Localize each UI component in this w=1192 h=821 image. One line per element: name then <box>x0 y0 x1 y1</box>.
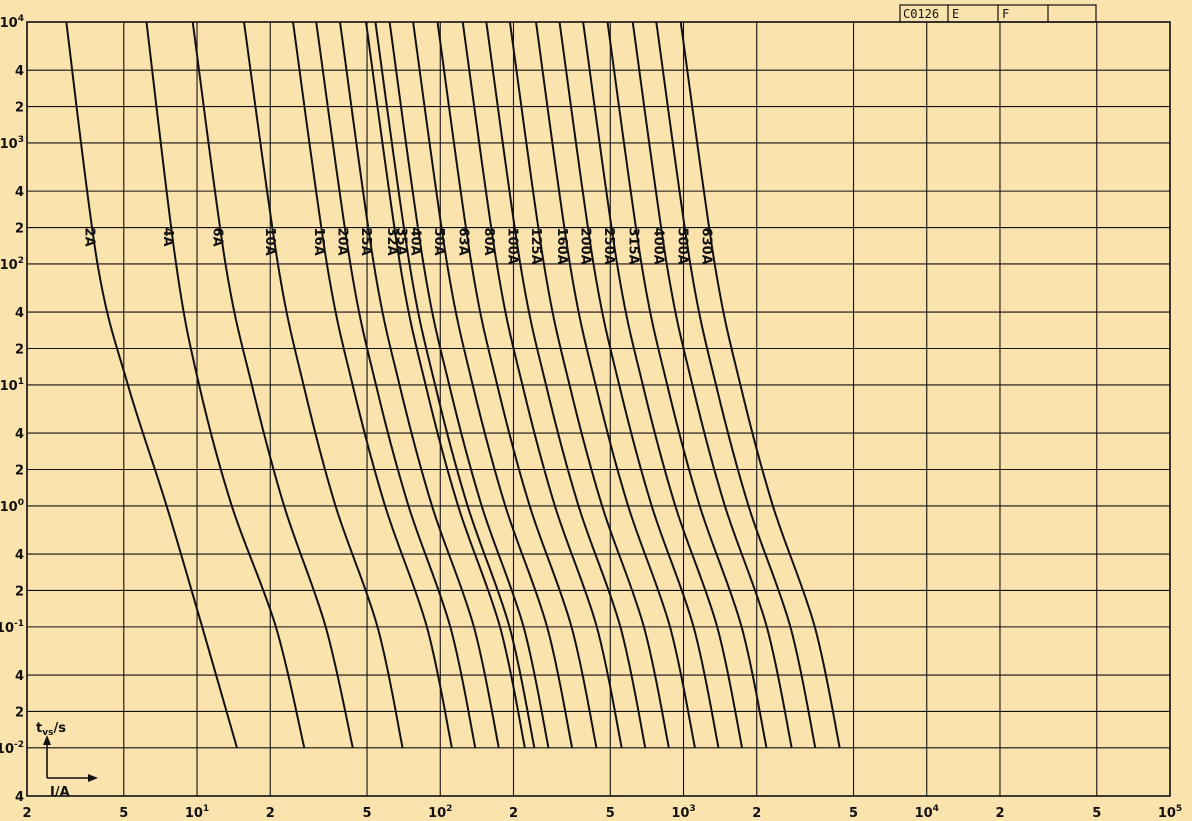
y-tick-label: 4 <box>15 64 24 79</box>
fuse-curve-315a <box>606 21 768 749</box>
x-tick-label: 101 <box>185 804 209 821</box>
x-tick-label: 5 <box>119 806 128 821</box>
y-tick-label: 2 <box>15 343 24 358</box>
y-tick-label: 100 <box>0 498 24 515</box>
y-tick-label: 4 <box>15 306 24 321</box>
fuse-curve-400a <box>631 21 793 749</box>
y-tick-label: 2 <box>15 101 24 116</box>
curve-label-2a: 2A <box>81 228 96 247</box>
curve-label-6a: 6A <box>209 228 224 247</box>
x-tick-label: 2 <box>752 806 761 821</box>
axes-legend: tvs/s I/A <box>36 721 98 800</box>
curve-label-250a: 250A <box>601 227 616 264</box>
curve-label-4a: 4A <box>160 227 175 246</box>
fuse-curve-160a <box>535 21 696 749</box>
curve-label-40a: 40A <box>407 227 422 255</box>
x-tick-label: 104 <box>915 804 939 821</box>
fuse-curve-25a <box>339 21 500 749</box>
x-tick-label: 105 <box>1158 804 1182 821</box>
y-tick-label: 103 <box>0 135 24 152</box>
fuse-curve-50a <box>412 21 574 749</box>
y-tick-label: 4 <box>15 427 24 442</box>
x-tick-label: 5 <box>606 806 615 821</box>
legend-y-label: tvs/s <box>36 721 66 738</box>
x-tick-label: 102 <box>428 804 452 821</box>
chart-frame <box>26 21 1171 797</box>
legend-x-label: I/A <box>50 785 70 800</box>
y-tick-label: 2 <box>15 584 24 599</box>
fuse-curve-200a <box>558 21 720 749</box>
x-tick-label: 5 <box>363 806 372 821</box>
title-stamp: C0126 E F <box>899 4 1097 23</box>
curve-label-315a: 315A <box>625 228 640 265</box>
curve-label-50a: 50A <box>431 228 446 256</box>
y-tick-label: 2 <box>15 705 24 720</box>
fuse-curve-40a <box>388 21 550 749</box>
fuse-curves <box>65 21 841 749</box>
x-tick-label: 2 <box>509 806 518 821</box>
curve-label-10a: 10A <box>262 227 277 255</box>
y-tick-label: 10-1 <box>0 619 24 636</box>
curve-label-63a: 63A <box>455 227 470 255</box>
x-axis-ticks: 2 5 101 2 5 102 2 5 103 2 5 104 2 5 105 <box>22 804 1182 821</box>
y-tick-label: 101 <box>0 377 24 394</box>
curve-label-20a: 20A <box>334 227 349 255</box>
fuse-curve-20a <box>315 21 477 749</box>
grid <box>26 21 1171 797</box>
y-tick-label: 2 <box>15 222 24 237</box>
fuse-curve-32a <box>365 21 526 749</box>
fuse-curve-4a <box>145 21 306 749</box>
fuse-curve-10a <box>243 21 404 749</box>
curve-label-25a: 25A <box>358 227 373 255</box>
curve-label-100a: 100A <box>504 227 519 264</box>
y-tick-label: 10-2 <box>0 740 24 757</box>
x-arrow-head <box>88 774 98 782</box>
curve-label-16a: 16A <box>311 228 326 256</box>
x-tick-label: 2 <box>266 806 275 821</box>
y-arrow-head <box>43 735 51 745</box>
curve-label-400a: 400A <box>651 228 666 265</box>
y-tick-label: 102 <box>0 256 24 273</box>
fuse-curve-100a <box>485 21 647 749</box>
fuse-curve-2a <box>65 21 238 749</box>
y-axis-ticks: 104 4 2 103 4 2 102 4 2 101 4 2 100 4 2 10-1 4 2 10-2 4 <box>0 14 24 805</box>
x-tick-label: 5 <box>849 806 858 821</box>
curve-label-630a: 630A <box>699 228 714 265</box>
y-tick-label: 104 <box>0 14 24 31</box>
x-tick-label: 103 <box>671 804 695 821</box>
curve-label-500a: 500A <box>674 228 689 265</box>
stamp-cell-f: F <box>1002 7 1009 21</box>
fuse-curve-16a <box>292 21 453 749</box>
fuse-curve-35a <box>374 21 536 749</box>
y-tick-label: 2 <box>15 463 24 478</box>
plot-border <box>26 21 1171 797</box>
x-tick-label: 5 <box>1092 806 1101 821</box>
curve-label-80a: 80A <box>481 227 496 255</box>
curve-label-160a: 160A <box>554 228 569 265</box>
x-tick-label: 2 <box>22 806 31 821</box>
fuse-curve-63a <box>436 21 598 749</box>
curve-label-200a: 200A <box>577 228 592 265</box>
y-tick-label: 4 <box>15 669 24 684</box>
fuse-curve-80a <box>461 21 623 749</box>
curve-label-32a: 32A <box>384 227 399 255</box>
stamp-cell-e: E <box>952 7 959 21</box>
x-tick-label: 2 <box>995 806 1004 821</box>
fuse-curve-250a <box>582 21 744 749</box>
fuse-curve-125a <box>508 21 670 749</box>
fuse-curve-630a <box>679 21 841 749</box>
stamp-code: C0126 <box>903 7 939 21</box>
y-tick-label: 4 <box>15 185 24 200</box>
curve-label-35a: 35A <box>393 227 408 255</box>
fuse-curve-500a <box>655 21 817 749</box>
y-tick-label: 4 <box>15 790 24 805</box>
curve-label-125a: 125A <box>528 227 543 264</box>
fuse-curve-6a <box>191 21 354 749</box>
y-tick-label: 4 <box>15 548 24 563</box>
